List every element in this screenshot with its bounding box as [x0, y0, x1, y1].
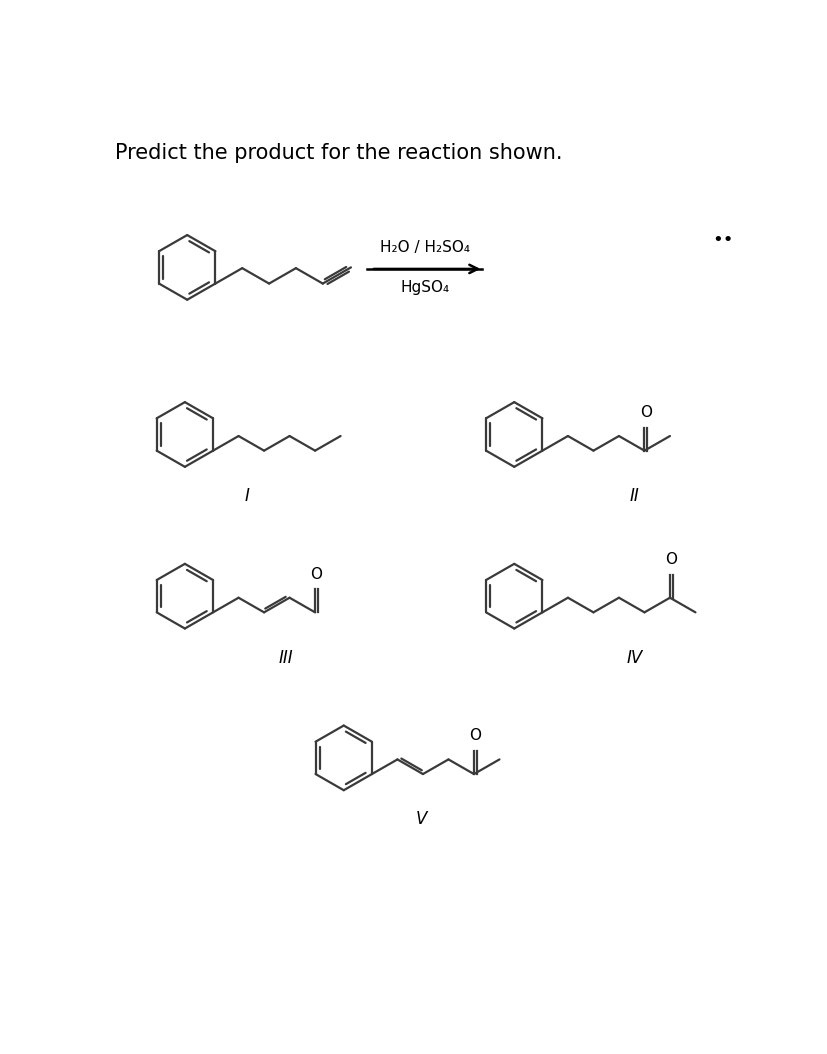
Text: O: O: [665, 552, 676, 567]
Text: O: O: [639, 405, 651, 419]
Text: Predict the product for the reaction shown.: Predict the product for the reaction sho…: [115, 143, 562, 163]
Text: O: O: [310, 567, 322, 582]
Text: I: I: [244, 487, 249, 505]
Text: II: II: [629, 487, 638, 505]
Text: H₂O / H₂SO₄: H₂O / H₂SO₄: [380, 240, 470, 255]
Text: ••: ••: [712, 232, 734, 250]
Text: V: V: [415, 811, 427, 828]
Text: IV: IV: [625, 649, 642, 667]
Text: III: III: [278, 649, 293, 667]
Text: HgSO₄: HgSO₄: [400, 279, 449, 295]
Text: O: O: [469, 728, 480, 743]
